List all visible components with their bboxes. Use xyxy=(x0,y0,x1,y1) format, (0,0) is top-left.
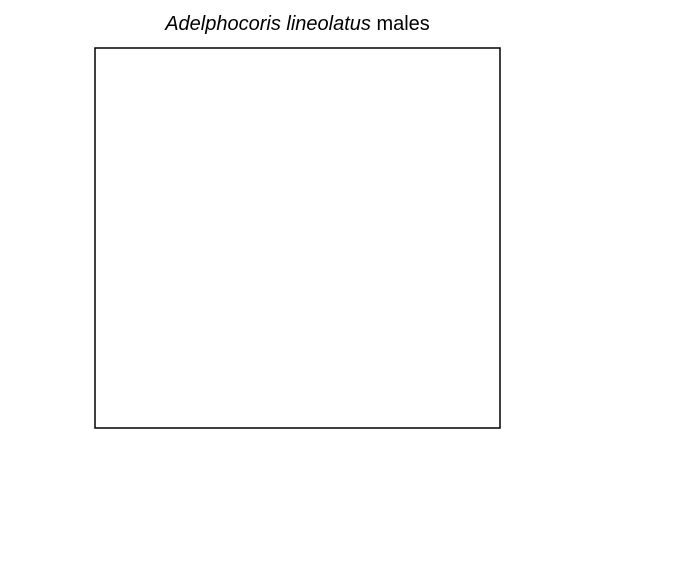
chart-title: Adelphocoris lineolatus males xyxy=(164,13,430,35)
chart-bg xyxy=(0,0,685,584)
